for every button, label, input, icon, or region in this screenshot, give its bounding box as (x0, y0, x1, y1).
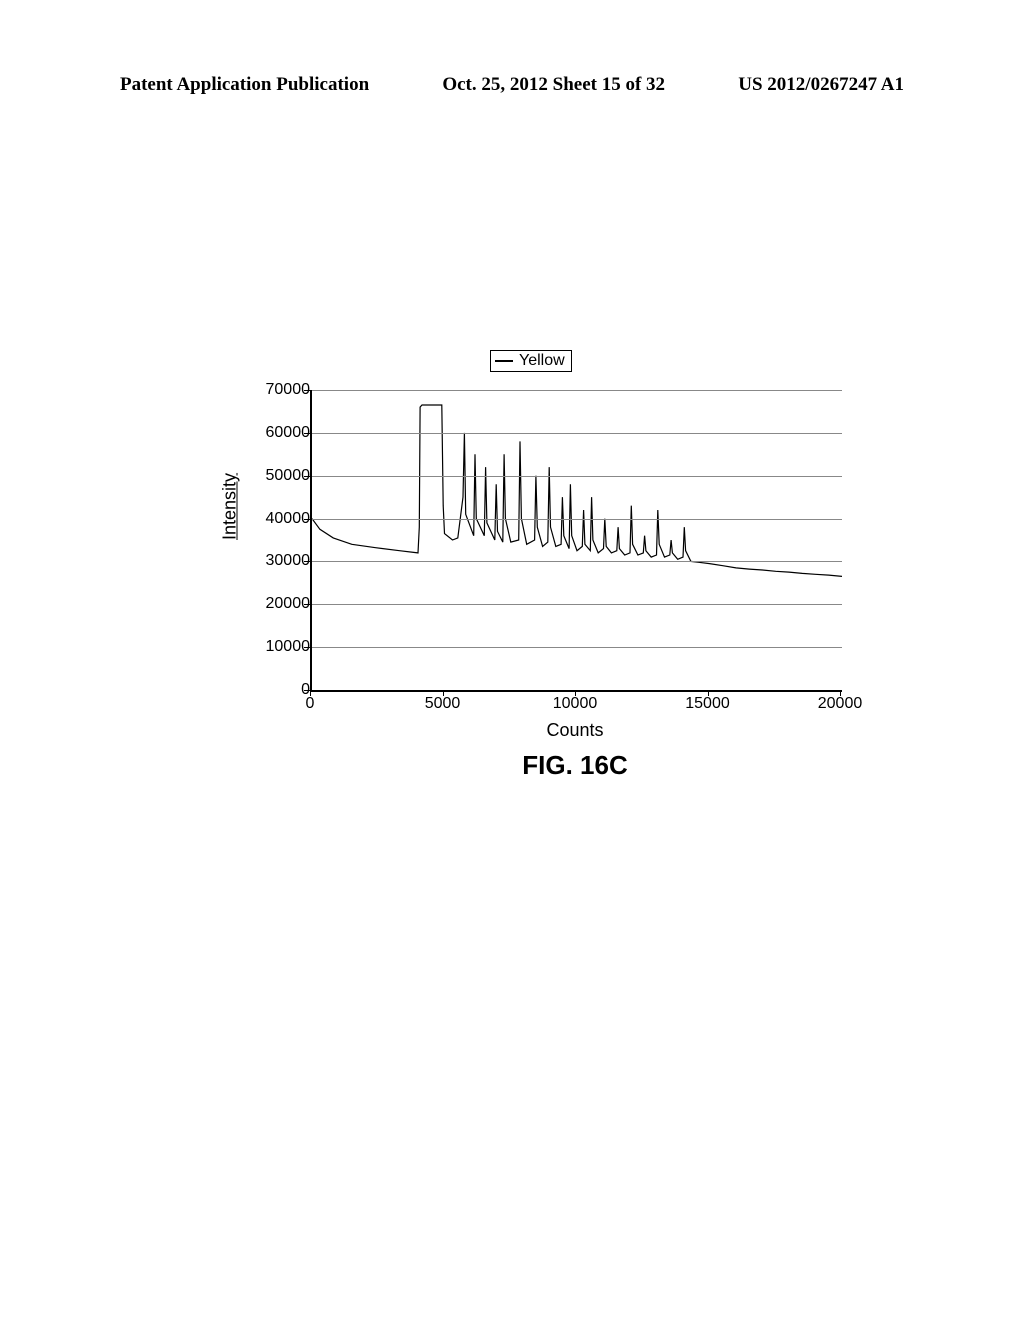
y-tick-mark (304, 519, 310, 520)
header-center: Oct. 25, 2012 Sheet 15 of 32 (442, 74, 665, 96)
page-header: Patent Application Publication Oct. 25, … (0, 74, 1024, 96)
header-left: Patent Application Publication (120, 74, 369, 96)
y-tick-label: 10000 (240, 638, 310, 656)
figure-caption: FIG. 16C (310, 750, 840, 781)
y-tick-mark (304, 647, 310, 648)
y-tick-label: 60000 (240, 424, 310, 442)
y-tick-mark (304, 604, 310, 605)
y-tick-label: 30000 (240, 552, 310, 570)
x-tick-mark (310, 690, 311, 696)
y-tick-mark (304, 561, 310, 562)
y-gridline (312, 433, 842, 434)
x-axis-label: Counts (310, 720, 840, 741)
x-tick-mark (708, 690, 709, 696)
y-tick-label: 20000 (240, 595, 310, 613)
legend-label: Yellow (519, 352, 565, 370)
x-tick-label: 0 (306, 695, 315, 713)
x-tick-mark (575, 690, 576, 696)
x-tick-mark (840, 690, 841, 696)
chart-container: Intensity Counts FIG. 16C 01000020000300… (250, 390, 850, 730)
x-tick-label: 15000 (685, 695, 730, 713)
y-gridline (312, 647, 842, 648)
y-tick-label: 70000 (240, 381, 310, 399)
y-tick-label: 50000 (240, 467, 310, 485)
figure-16c: Yellow Intensity Counts FIG. 16C 0100002… (180, 390, 880, 730)
page: Patent Application Publication Oct. 25, … (0, 0, 1024, 1320)
y-tick-mark (304, 433, 310, 434)
y-tick-label: 0 (240, 681, 310, 699)
y-axis-label: Intensity (220, 473, 241, 540)
y-tick-mark (304, 390, 310, 391)
series-yellow-line (312, 405, 842, 576)
x-tick-mark (443, 690, 444, 696)
chart-legend: Yellow (490, 350, 572, 372)
y-gridline (312, 476, 842, 477)
y-tick-label: 40000 (240, 510, 310, 528)
y-tick-mark (304, 476, 310, 477)
x-tick-label: 10000 (553, 695, 598, 713)
header-right: US 2012/0267247 A1 (738, 74, 904, 96)
x-tick-label: 5000 (425, 695, 461, 713)
x-tick-label: 20000 (818, 695, 863, 713)
legend-line-swatch (495, 360, 513, 362)
chart-line-svg (312, 390, 842, 690)
y-gridline (312, 604, 842, 605)
plot-area (310, 390, 842, 692)
y-gridline (312, 390, 842, 391)
y-gridline (312, 519, 842, 520)
y-gridline (312, 561, 842, 562)
